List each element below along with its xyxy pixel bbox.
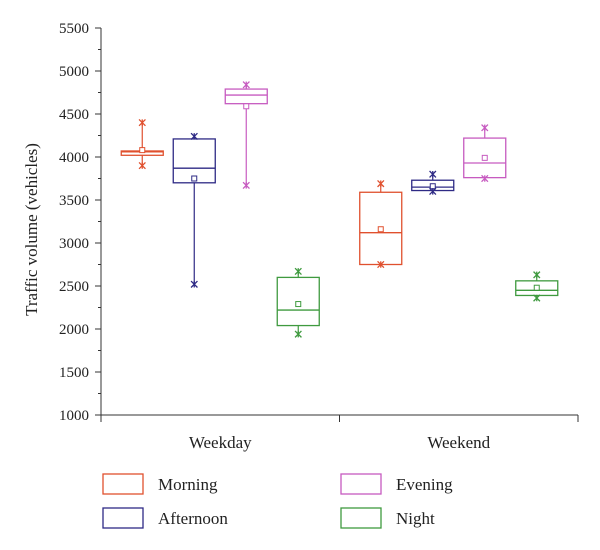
- outlier-marker: [242, 181, 250, 190]
- y-tick-label: 2000: [59, 322, 89, 338]
- outlier-marker: [481, 174, 489, 183]
- legend-item-morning: Morning: [102, 473, 218, 495]
- outlier-marker: [242, 81, 250, 89]
- mean-marker: [481, 154, 488, 161]
- box-evening-weekend: [463, 124, 507, 183]
- outlier-marker: [138, 161, 146, 170]
- box-night-weekend: [515, 271, 559, 302]
- legend-swatch: [340, 473, 382, 495]
- y-tick-label: 5000: [59, 64, 89, 80]
- legend-label: Morning: [158, 475, 218, 494]
- mean-marker: [191, 175, 198, 182]
- mean-marker: [377, 226, 384, 233]
- legend-label: Afternoon: [158, 509, 228, 528]
- outlier-marker: [138, 118, 146, 127]
- outlier-marker: [377, 260, 385, 269]
- legend-item-afternoon: Afternoon: [102, 507, 228, 529]
- x-category-label: Weekend: [427, 433, 490, 452]
- mean-marker: [243, 103, 250, 110]
- legend-label: Night: [396, 509, 435, 528]
- y-tick-label: 1000: [59, 408, 89, 424]
- outlier-marker: [294, 330, 302, 338]
- outlier-marker: [294, 267, 302, 276]
- box-night-weekday: [276, 267, 320, 338]
- mean-marker: [295, 301, 302, 308]
- legend-item-evening: Evening: [340, 473, 453, 495]
- legend-label: Evening: [396, 475, 453, 494]
- mean-marker: [139, 147, 146, 154]
- outlier-marker: [429, 170, 437, 178]
- x-category-label: Weekday: [189, 433, 252, 452]
- outlier-marker: [533, 294, 541, 302]
- y-tick-label: 3000: [59, 236, 89, 252]
- legend-swatch: [102, 473, 144, 495]
- outlier-marker: [190, 132, 198, 141]
- outlier-marker: [481, 124, 489, 132]
- box-afternoon-weekday: [172, 132, 216, 288]
- outlier-marker: [429, 187, 437, 196]
- y-tick-label: 2500: [59, 279, 89, 295]
- legend-swatch: [102, 507, 144, 529]
- outlier-marker: [190, 280, 198, 288]
- y-tick-label: 4500: [59, 107, 89, 123]
- box-afternoon-weekend: [411, 170, 455, 196]
- axes: 1000 1500 2000 2500 3000 3500 4000 4500 5000 5500…: [22, 21, 579, 452]
- legend-swatch: [340, 507, 382, 529]
- box-morning-weekend: [359, 180, 403, 269]
- box-body: [276, 276, 320, 327]
- y-axis-title: Traffic volume (vehicles): [22, 143, 41, 316]
- outlier-marker: [533, 271, 541, 279]
- mean-marker: [429, 183, 436, 190]
- box-evening-weekday: [224, 81, 268, 190]
- box-morning-weekday: [120, 118, 164, 170]
- y-tick-label: 3500: [59, 193, 89, 209]
- legend-item-night: Night: [340, 507, 435, 529]
- y-tick-label: 4000: [59, 150, 89, 166]
- y-tick-label: 5500: [59, 21, 89, 37]
- outlier-marker: [377, 180, 385, 188]
- box-group: [120, 81, 559, 338]
- y-tick-label: 1500: [59, 365, 89, 381]
- mean-marker: [533, 284, 540, 291]
- box-body: [224, 88, 268, 105]
- legend: Morning Afternoon Evening Night: [102, 473, 453, 529]
